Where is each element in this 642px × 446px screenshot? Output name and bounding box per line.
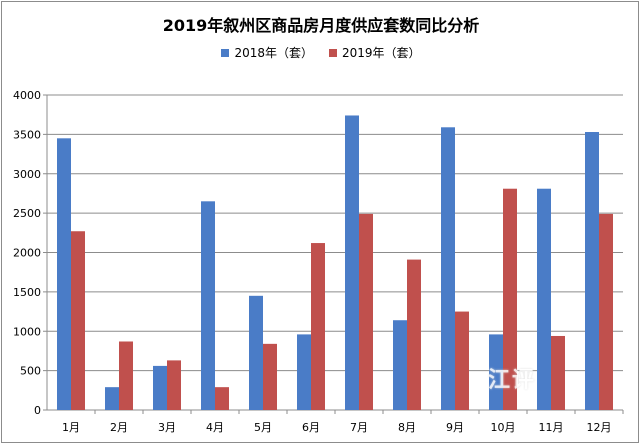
y-tick-label: 4000 — [13, 89, 41, 102]
bar-2018-10 — [489, 334, 503, 410]
x-tick-label: 11月 — [539, 421, 564, 434]
bar-2019-9 — [455, 311, 469, 410]
x-tick-label: 1月 — [62, 421, 80, 434]
bar-2019-6 — [311, 243, 325, 410]
chart-title: 2019年叙州区商品房月度供应套数同比分析 — [162, 16, 480, 35]
bar-2018-5 — [249, 295, 263, 410]
y-tick-label: 2000 — [13, 247, 41, 260]
bar-2019-10 — [503, 188, 517, 410]
x-tick-label: 4月 — [206, 421, 224, 434]
bar-2019-3 — [167, 360, 181, 410]
y-tick-label: 2500 — [13, 207, 41, 220]
y-tick-label: 3500 — [13, 128, 41, 141]
x-tick-label: 9月 — [446, 421, 464, 434]
bar-2018-9 — [441, 127, 455, 410]
bar-2019-5 — [263, 343, 277, 410]
bar-2018-7 — [345, 115, 359, 410]
watermark: 江评 — [488, 368, 537, 393]
bar-2019-11 — [551, 335, 565, 410]
x-tick-label: 3月 — [158, 421, 176, 434]
bar-2018-2 — [105, 387, 119, 410]
x-tick-label: 10月 — [491, 421, 516, 434]
x-tick-label: 6月 — [302, 421, 320, 434]
bar-2018-12 — [585, 132, 599, 410]
y-tick-label: 1500 — [13, 286, 41, 299]
bar-2019-8 — [407, 259, 421, 410]
y-tick-label: 500 — [20, 365, 41, 378]
bar-2018-4 — [201, 201, 215, 410]
y-tick-label: 1000 — [13, 325, 41, 338]
legend-item-2019: 2019年（套） — [329, 44, 421, 61]
legend-item-2018: 2018年（套） — [221, 44, 313, 61]
y-tick-label: 0 — [34, 404, 41, 417]
bar-2019-4 — [215, 387, 229, 410]
y-tick-label: 3000 — [13, 168, 41, 181]
bar-2019-2 — [119, 341, 133, 410]
legend-swatch-2018 — [221, 48, 230, 57]
bar-2018-11 — [537, 188, 551, 410]
bar-2018-3 — [153, 365, 167, 410]
legend-swatch-2019 — [329, 48, 337, 57]
x-tick-label: 2月 — [110, 421, 128, 434]
chart-legend: 2018年（套） 2019年（套） — [0, 44, 642, 61]
x-tick-label: 8月 — [398, 421, 416, 434]
x-tick-label: 5月 — [254, 421, 272, 434]
bar-2019-1 — [71, 231, 85, 410]
x-tick-label: 7月 — [350, 421, 368, 434]
x-tick-label: 12月 — [587, 421, 612, 434]
bar-2018-1 — [57, 138, 71, 410]
legend-label-2019: 2019年（套） — [342, 46, 421, 60]
bar-2018-8 — [393, 320, 407, 410]
bar-2018-6 — [297, 334, 311, 410]
bar-2019-7 — [359, 213, 373, 410]
bar-2019-12 — [599, 213, 613, 410]
legend-label-2018: 2018年（套） — [234, 46, 313, 60]
